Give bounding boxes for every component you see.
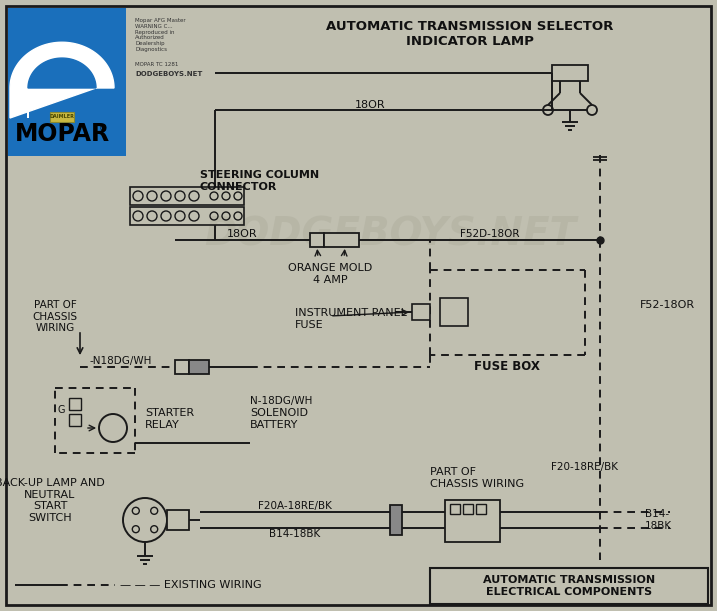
Text: 18OR: 18OR — [227, 229, 257, 239]
Bar — [130, 207, 244, 225]
Bar — [552, 65, 588, 81]
Text: MOPAR TC 1281: MOPAR TC 1281 — [135, 62, 179, 67]
Text: F20-18RE/BK: F20-18RE/BK — [551, 462, 619, 472]
Bar — [69, 398, 81, 410]
Bar — [69, 414, 81, 426]
Text: DODGEBOYS.NET: DODGEBOYS.NET — [135, 71, 202, 77]
Text: PART OF
CHASSIS
WIRING: PART OF CHASSIS WIRING — [32, 300, 77, 333]
Polygon shape — [28, 58, 96, 88]
Bar — [167, 510, 189, 530]
Bar — [450, 504, 460, 514]
Bar — [430, 568, 708, 604]
Bar — [50, 112, 74, 122]
Text: PART OF
CHASSIS WIRING: PART OF CHASSIS WIRING — [430, 467, 524, 489]
Text: INSTRUMENT PANEL
FUSE: INSTRUMENT PANEL FUSE — [295, 308, 407, 329]
Bar — [390, 505, 402, 535]
Text: B14-18BK: B14-18BK — [270, 529, 320, 539]
Bar — [310, 233, 324, 247]
Text: — — — EXISTING WIRING: — — — EXISTING WIRING — [120, 580, 262, 590]
Bar — [324, 233, 359, 247]
Text: STEERING COLUMN
CONNECTOR: STEERING COLUMN CONNECTOR — [200, 170, 319, 192]
Text: AUTOMATIC TRANSMISSION
ELECTRICAL COMPONENTS: AUTOMATIC TRANSMISSION ELECTRICAL COMPON… — [483, 575, 655, 597]
Text: B14-
18BK: B14- 18BK — [645, 509, 672, 531]
Bar — [189, 360, 209, 374]
Bar — [175, 360, 189, 374]
Bar — [130, 187, 244, 205]
Text: DODGEBOYS.NET: DODGEBOYS.NET — [204, 216, 576, 254]
Text: Mopar AFG Master
WARNING C...
Reproduced in
Authorized
Dealership
Diagnostics: Mopar AFG Master WARNING C... Reproduced… — [135, 18, 186, 52]
Text: F20A-18RE/BK: F20A-18RE/BK — [258, 501, 332, 511]
Text: G: G — [58, 405, 65, 415]
Text: ORANGE MOLD
4 AMP: ORANGE MOLD 4 AMP — [288, 263, 372, 285]
Text: -N18DG/WH: -N18DG/WH — [90, 356, 153, 366]
Bar — [445, 500, 500, 542]
Text: DAIMLER: DAIMLER — [49, 114, 75, 120]
Bar — [476, 504, 486, 514]
Bar — [412, 304, 430, 320]
Text: AUTOMATIC TRANSMISSION SELECTOR
INDICATOR LAMP: AUTOMATIC TRANSMISSION SELECTOR INDICATO… — [326, 20, 614, 48]
Bar — [463, 504, 473, 514]
Text: SOLENOID
BATTERY: SOLENOID BATTERY — [250, 408, 308, 430]
Text: STARTER
RELAY: STARTER RELAY — [145, 408, 194, 430]
Text: N-18DG/WH: N-18DG/WH — [250, 396, 313, 406]
Text: F52D-18OR: F52D-18OR — [460, 229, 520, 239]
Bar — [440, 298, 468, 326]
Text: ®: ® — [99, 125, 107, 133]
Bar — [8, 8, 126, 156]
Text: FUSE BOX: FUSE BOX — [474, 360, 540, 373]
Polygon shape — [10, 42, 114, 118]
Text: F52-18OR: F52-18OR — [640, 300, 695, 310]
Text: 18OR: 18OR — [355, 100, 385, 110]
Text: MOPAR: MOPAR — [14, 122, 110, 146]
Text: BACK-UP LAMP AND
NEUTRAL
START
SWITCH: BACK-UP LAMP AND NEUTRAL START SWITCH — [0, 478, 105, 523]
